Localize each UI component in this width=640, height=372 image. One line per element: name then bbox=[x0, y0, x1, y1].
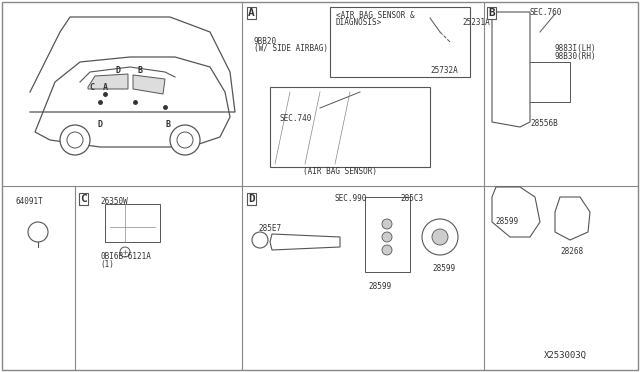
Text: 28599: 28599 bbox=[368, 282, 391, 291]
Text: 0BI6B-6121A: 0BI6B-6121A bbox=[100, 252, 151, 261]
Polygon shape bbox=[270, 234, 340, 250]
Text: B: B bbox=[166, 119, 170, 128]
Text: C: C bbox=[80, 194, 87, 204]
Polygon shape bbox=[492, 187, 540, 237]
Circle shape bbox=[382, 232, 392, 242]
Circle shape bbox=[382, 219, 392, 229]
Text: (W/ SIDE AIRBAG): (W/ SIDE AIRBAG) bbox=[254, 44, 328, 53]
Text: D: D bbox=[97, 119, 102, 128]
Circle shape bbox=[422, 219, 458, 255]
Text: 25231A: 25231A bbox=[462, 18, 490, 27]
Circle shape bbox=[120, 247, 130, 257]
Text: 285C3: 285C3 bbox=[400, 194, 423, 203]
Text: 26350W: 26350W bbox=[100, 197, 128, 206]
Text: 98B30(RH): 98B30(RH) bbox=[555, 52, 596, 61]
Text: 25732A: 25732A bbox=[430, 66, 458, 75]
Text: 28599: 28599 bbox=[432, 264, 455, 273]
Text: X253003Q: X253003Q bbox=[543, 351, 586, 360]
Text: 28556B: 28556B bbox=[530, 119, 557, 128]
Bar bbox=[520, 62, 570, 102]
Circle shape bbox=[170, 125, 200, 155]
Text: 285E7: 285E7 bbox=[258, 224, 281, 233]
Text: 28268: 28268 bbox=[560, 247, 583, 256]
Polygon shape bbox=[133, 75, 165, 94]
Text: SEC.740: SEC.740 bbox=[280, 114, 312, 123]
Bar bbox=[135, 65, 145, 75]
Text: 9883I(LH): 9883I(LH) bbox=[555, 44, 596, 53]
Bar bbox=[105, 204, 160, 242]
Polygon shape bbox=[492, 12, 530, 127]
Circle shape bbox=[382, 245, 392, 255]
Bar bbox=[270, 87, 430, 167]
Circle shape bbox=[432, 229, 448, 245]
Circle shape bbox=[67, 132, 83, 148]
Text: <AIR BAG SENSOR &: <AIR BAG SENSOR & bbox=[336, 11, 415, 20]
Text: D: D bbox=[248, 194, 255, 204]
Bar bbox=[87, 82, 97, 92]
Bar bbox=[330, 7, 470, 77]
Text: B: B bbox=[138, 65, 143, 74]
Text: (1): (1) bbox=[100, 260, 114, 269]
Text: C: C bbox=[90, 83, 95, 92]
Text: SEC.760: SEC.760 bbox=[530, 8, 563, 17]
Polygon shape bbox=[30, 17, 235, 112]
Text: A: A bbox=[248, 8, 255, 18]
Circle shape bbox=[60, 125, 90, 155]
Bar bbox=[365, 197, 410, 272]
Text: A: A bbox=[102, 83, 108, 92]
Polygon shape bbox=[88, 74, 128, 89]
Circle shape bbox=[177, 132, 193, 148]
Polygon shape bbox=[555, 197, 590, 240]
Polygon shape bbox=[35, 57, 230, 147]
Text: SEC.990: SEC.990 bbox=[335, 194, 367, 203]
Text: (AIR BAG SENSOR): (AIR BAG SENSOR) bbox=[303, 167, 377, 176]
Text: DIAGNOSIS>: DIAGNOSIS> bbox=[336, 18, 382, 27]
Bar bbox=[95, 119, 105, 129]
Text: B: B bbox=[488, 8, 495, 18]
Circle shape bbox=[252, 232, 268, 248]
Bar bbox=[100, 82, 110, 92]
Text: D: D bbox=[115, 65, 120, 74]
Bar bbox=[113, 65, 123, 75]
Circle shape bbox=[28, 222, 48, 242]
Bar bbox=[163, 119, 173, 129]
Text: 9BB20: 9BB20 bbox=[254, 37, 277, 46]
Text: 28599: 28599 bbox=[495, 217, 518, 226]
Text: 64091T: 64091T bbox=[15, 197, 43, 206]
